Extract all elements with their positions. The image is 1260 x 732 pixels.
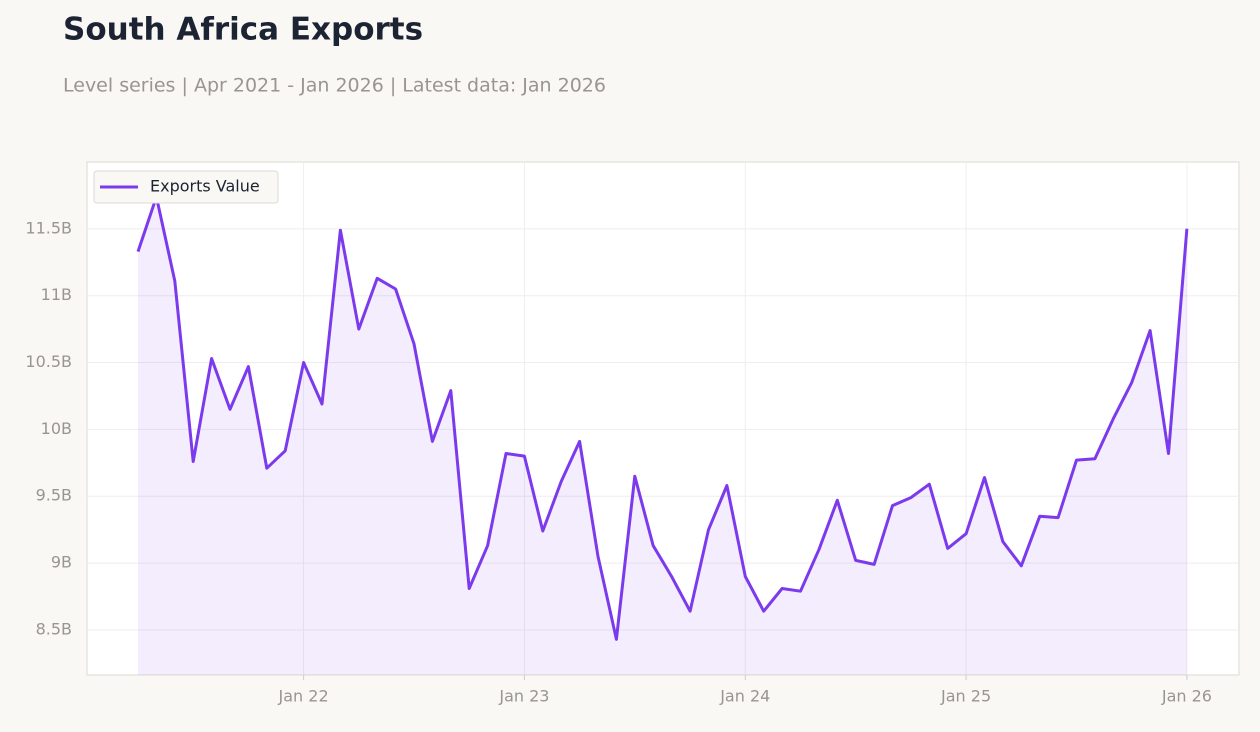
chart-subtitle: Level series | Apr 2021 - Jan 2026 | Lat… — [63, 75, 606, 97]
x-tick-label: Jan 26 — [1161, 687, 1212, 706]
y-tick-label: 10B — [41, 419, 72, 438]
legend-box — [93, 170, 279, 204]
y-tick-label: 9.5B — [36, 486, 72, 505]
legend-label: Exports Value — [150, 177, 260, 196]
y-tick-label: 11B — [41, 285, 72, 304]
y-tick-label: 11.5B — [25, 218, 72, 237]
line — [136, 195, 1189, 641]
y-tick-label: 9B — [51, 553, 72, 572]
x-tick-label: Jan 24 — [719, 687, 770, 706]
x-tick-label: Jan 22 — [278, 687, 329, 706]
legend: Exports Value — [93, 170, 279, 204]
x-tick-label: Jan 25 — [940, 687, 991, 706]
x-tick-label: Jan 23 — [498, 687, 549, 706]
y-tick-label: 8.5B — [36, 619, 72, 638]
y-tick-label: 10.5B — [25, 352, 72, 371]
area — [137, 196, 1187, 676]
plot-area — [86, 161, 1240, 676]
chart-title: South Africa Exports — [63, 12, 423, 48]
